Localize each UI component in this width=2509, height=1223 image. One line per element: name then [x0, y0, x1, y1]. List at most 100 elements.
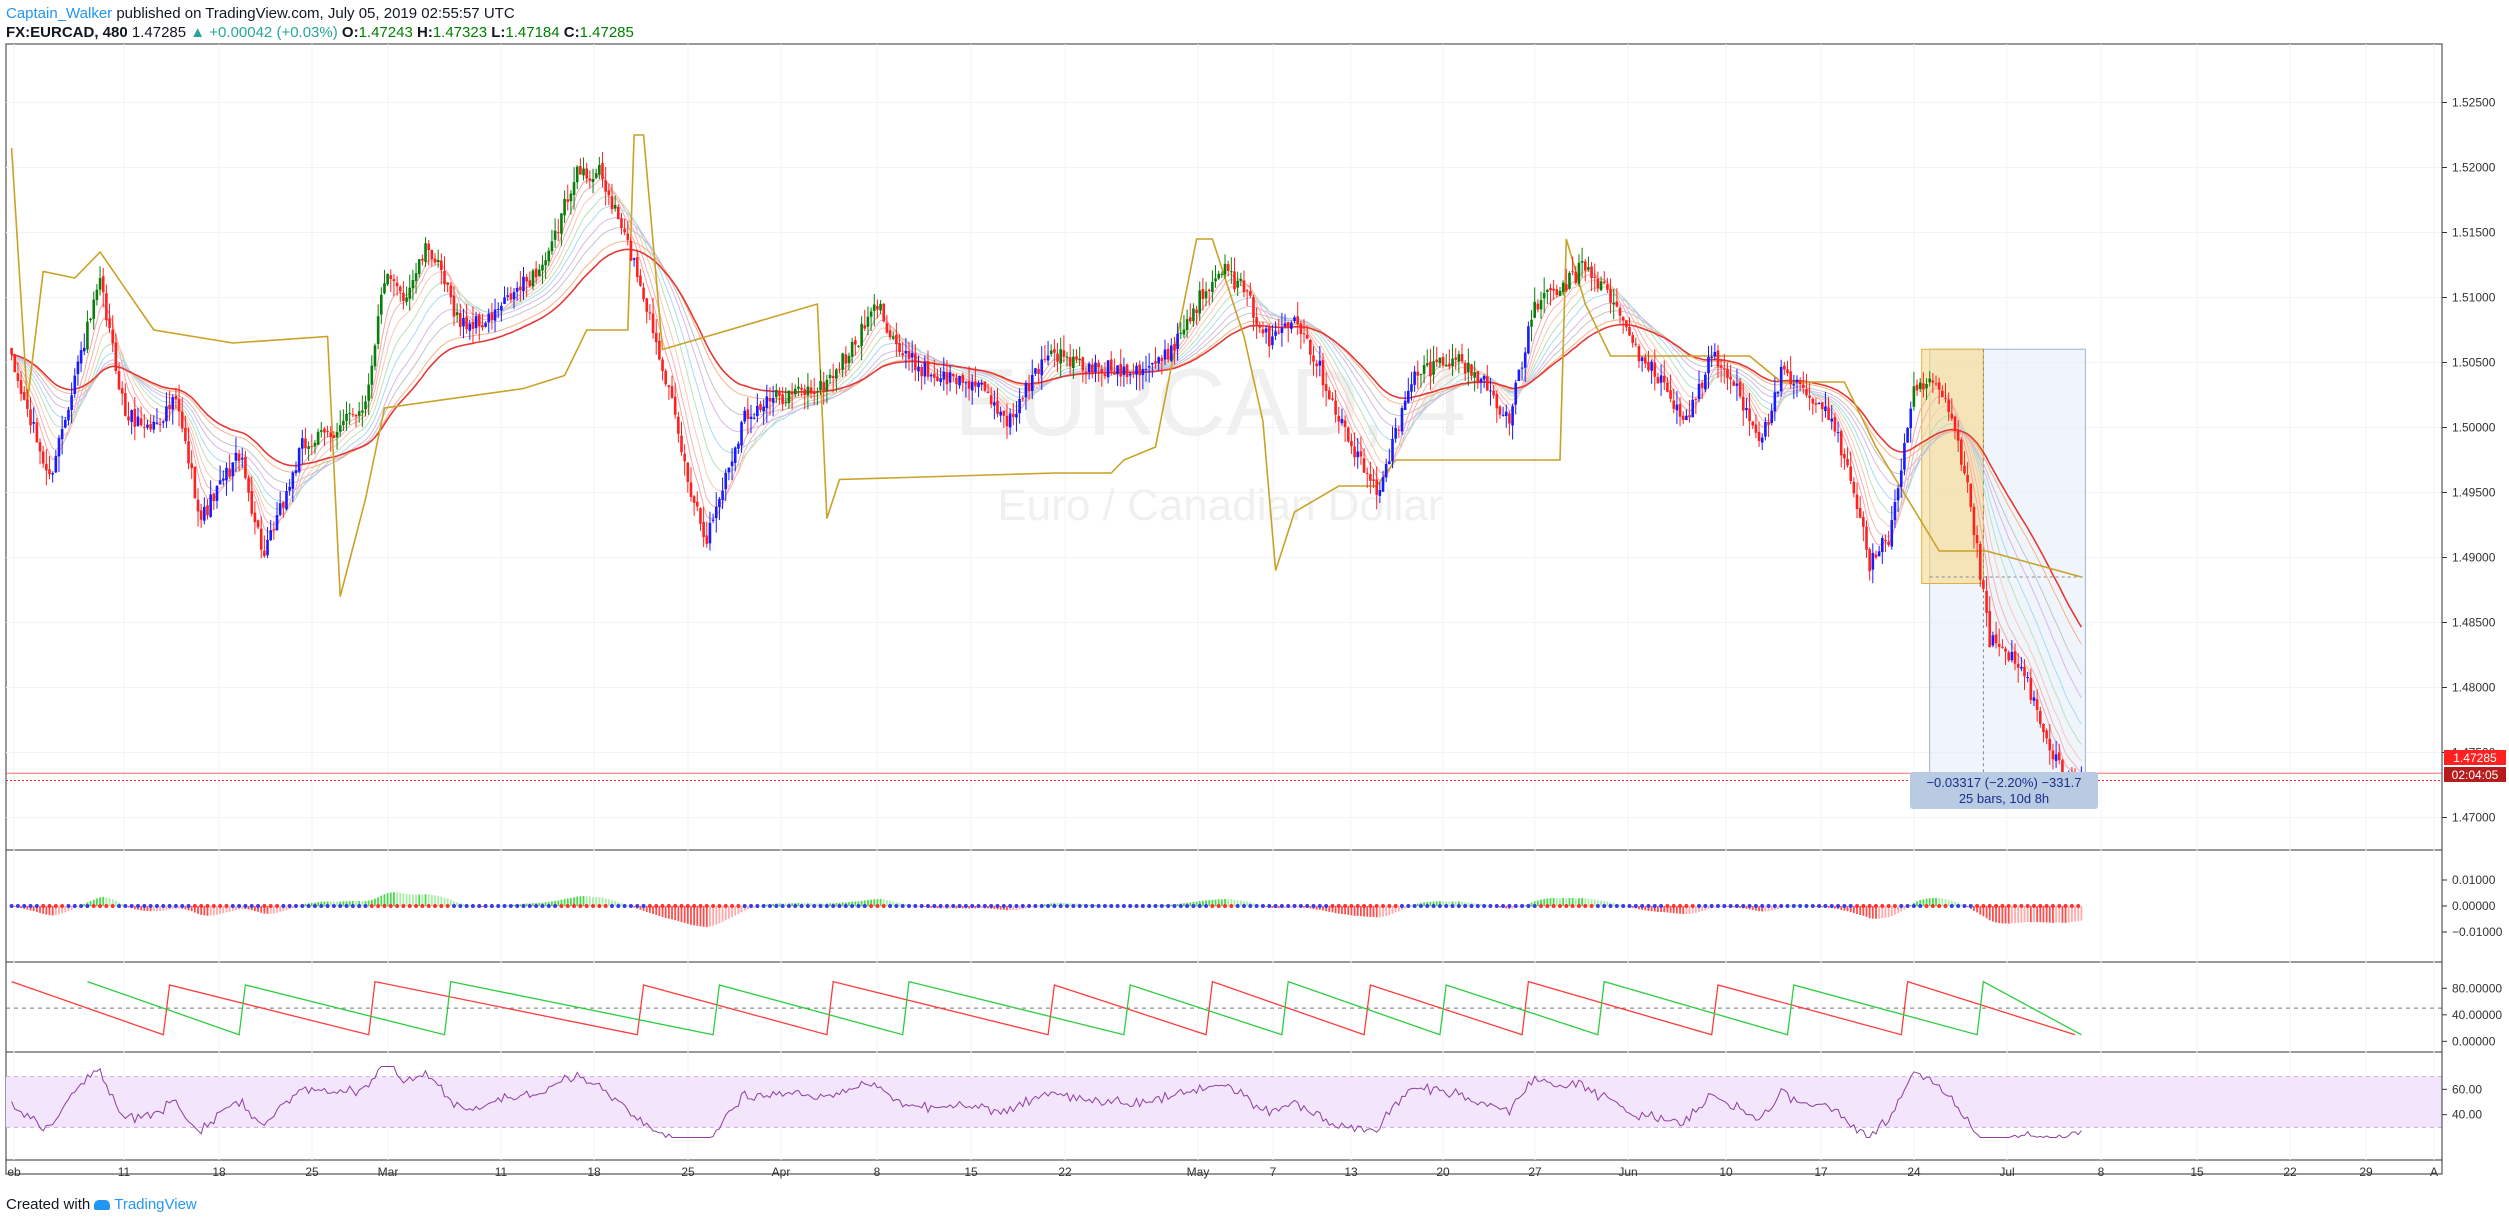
squeeze-dot — [1305, 904, 1310, 908]
histogram-bar — [2061, 906, 2064, 923]
candle-body — [885, 323, 889, 333]
candle-body — [1764, 421, 1767, 437]
histogram-bar — [2077, 906, 2080, 922]
candle — [338, 410, 342, 437]
histogram-bar — [1843, 906, 1846, 911]
squeeze-dot — [369, 904, 374, 908]
candle — [345, 401, 348, 431]
candle-body — [354, 414, 358, 417]
squeeze-dot — [1115, 904, 1120, 908]
squeeze-dot — [293, 904, 298, 908]
squeeze-dot — [1185, 904, 1190, 908]
squeeze-dot — [1526, 904, 1531, 908]
candle — [1416, 360, 1420, 390]
candle-body — [152, 421, 156, 430]
candle — [816, 387, 819, 406]
squeeze-dot — [1614, 904, 1619, 908]
candle — [737, 441, 740, 455]
candle-body — [692, 496, 696, 503]
squeeze-dot — [534, 904, 539, 908]
squeeze-dot — [224, 904, 229, 908]
squeeze-dot — [1640, 904, 1645, 908]
squeeze-dot — [1646, 904, 1651, 908]
histogram-bar — [1856, 906, 1858, 915]
candle — [187, 427, 190, 470]
histogram-bar — [1796, 905, 1798, 907]
squeeze-dot — [1968, 904, 1973, 908]
squeeze-dot — [1362, 904, 1367, 908]
price-axis[interactable]: 1.525001.520001.515001.510001.505001.500… — [2441, 44, 2503, 1174]
histogram-bar — [1552, 897, 1555, 907]
author-link[interactable]: Captain_Walker — [6, 5, 113, 22]
watermark: EURCAD, 4 Euro / Canadian Dollar — [954, 349, 1466, 530]
histogram-bar — [1236, 900, 1239, 907]
squeeze-dot — [1981, 904, 1986, 908]
candle — [803, 384, 807, 410]
candle — [1170, 338, 1173, 363]
candle-body — [1757, 431, 1761, 442]
candle-body — [1132, 373, 1135, 375]
candle-body — [105, 293, 108, 321]
candle-body — [1675, 404, 1679, 411]
candle — [1896, 485, 1900, 513]
histogram-bar — [835, 903, 838, 907]
histogram-bar — [1682, 906, 1685, 915]
candle — [1119, 349, 1123, 387]
candle — [541, 255, 544, 285]
histogram-bar — [370, 899, 373, 907]
histogram-bar — [1653, 906, 1656, 912]
candle — [225, 462, 228, 496]
tradingview-link[interactable]: TradingView — [114, 1196, 197, 1213]
candle — [1027, 374, 1031, 400]
candle-body — [1211, 281, 1214, 292]
time-tick-label: 8 — [2098, 1165, 2105, 1179]
squeeze-dot — [1463, 904, 1468, 908]
histogram-bar — [876, 899, 879, 907]
candle-body — [22, 392, 26, 400]
candle-body — [1378, 490, 1382, 496]
candle — [335, 422, 339, 450]
ribbon-line — [11, 206, 2082, 725]
candle — [1925, 378, 1928, 400]
candle-body — [1397, 429, 1401, 431]
histogram-bar — [1100, 905, 1103, 907]
candle-body — [534, 268, 538, 278]
histogram-bar — [285, 906, 288, 911]
histogram-bar — [1713, 906, 1716, 908]
candle — [1602, 271, 1606, 285]
candle-body — [1334, 400, 1337, 415]
squeeze-dot — [1722, 904, 1727, 908]
candle-body — [1046, 355, 1050, 361]
candle-body — [970, 382, 974, 391]
squeeze-dot — [1166, 904, 1171, 908]
squeeze-dot — [1210, 904, 1215, 908]
squeeze-dot — [1817, 904, 1822, 908]
histogram-bar — [1353, 906, 1356, 916]
squeeze-dot — [1204, 904, 1209, 908]
histogram-bar — [1397, 906, 1400, 912]
histogram-bar — [1783, 906, 1786, 907]
time-axis[interactable]: eb 11 18 25 Mar 11 18 25 Apr 8 15 22 May 7 13 20 27 Jun 10… — [7, 1165, 2438, 1179]
candle — [1166, 343, 1170, 363]
candle — [108, 303, 111, 333]
candle — [708, 511, 712, 551]
momentum-histogram — [9, 892, 2083, 928]
squeeze-dot — [1697, 904, 1702, 908]
candle-body — [607, 190, 611, 196]
histogram-bar — [1451, 901, 1454, 907]
histogram-bar — [1707, 906, 1710, 910]
candle-body — [329, 432, 333, 437]
watermark-description: Euro / Canadian Dollar — [997, 481, 1442, 530]
candle — [1827, 397, 1830, 421]
squeeze-dot — [1975, 904, 1980, 908]
candle — [380, 287, 383, 324]
candle-body — [1906, 428, 1909, 443]
squeeze-dot — [1842, 904, 1847, 908]
squeeze-dot — [1128, 904, 1133, 908]
candle-body — [822, 382, 825, 391]
candle-body — [1691, 399, 1694, 418]
watermark-symbol: EURCAD, 4 — [954, 349, 1466, 456]
candle-body — [468, 323, 472, 331]
squeeze-dot — [1475, 904, 1480, 908]
